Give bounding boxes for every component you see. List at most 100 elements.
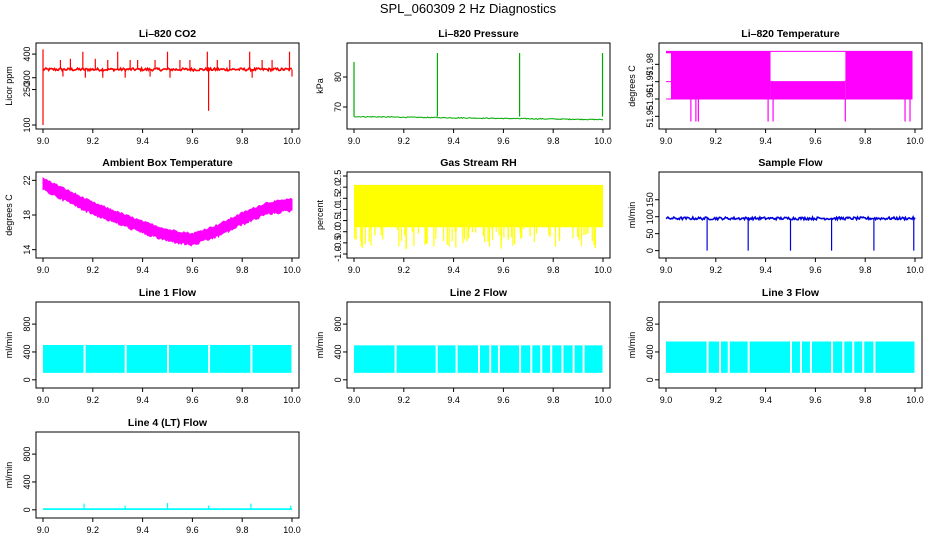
x-tick-label: 9.6 — [809, 265, 822, 275]
y-tick-label: 400 — [22, 344, 32, 359]
series-line4 — [43, 502, 292, 511]
x-tick-label: 9.4 — [447, 136, 460, 146]
panel-title: Gas Stream RH — [440, 157, 516, 169]
y-tick-label: 0.0 — [333, 225, 343, 238]
y-tick-label: 1.0 — [333, 203, 343, 216]
x-tick-label: 9.6 — [809, 136, 822, 146]
x-tick-label: 9.0 — [348, 265, 361, 275]
y-tick-label: 0 — [645, 377, 655, 382]
y-tick-label: 400 — [333, 344, 343, 359]
x-tick-label: 9.6 — [186, 525, 199, 535]
y-axis-label: ml/min — [4, 462, 14, 489]
y-tick-label: 400 — [645, 344, 655, 359]
y-axis-label: ml/min — [627, 332, 637, 359]
x-tick-label: 9.2 — [87, 136, 100, 146]
dense-band — [666, 51, 671, 54]
y-tick-label: 1.5 — [333, 192, 343, 205]
flow-band — [480, 345, 490, 373]
panel-title: Li–820 Pressure — [438, 28, 519, 40]
x-tick-label: 9.2 — [398, 265, 411, 275]
flow-band — [584, 345, 603, 373]
flow-band — [875, 341, 915, 373]
noise-band — [42, 177, 293, 247]
panel-title: Line 4 (LT) Flow — [128, 417, 208, 429]
panel-line2: Line 2 Flow 9.0 9.2 9.4 9.6 9.8 10.0 0 400 800 ml/… — [315, 287, 612, 405]
x-tick-label: 9.4 — [136, 395, 149, 405]
flow-band — [854, 341, 863, 373]
y-tick-label: 22 — [22, 175, 32, 185]
x-tick-label: 9.2 — [398, 395, 411, 405]
x-tick-label: 9.4 — [759, 136, 772, 146]
x-tick-label: 9.8 — [547, 136, 560, 146]
flow-band — [126, 345, 167, 373]
y-tick-label: 400 — [22, 474, 32, 489]
panel-line3: Line 3 Flow 9.0 9.2 9.4 9.6 9.8 10.0 0 400 800 ml/… — [627, 287, 924, 405]
flow-band — [729, 341, 748, 373]
x-tick-label: 9.8 — [236, 265, 249, 275]
x-tick-label: 9.0 — [37, 265, 50, 275]
x-tick-label: 9.6 — [186, 395, 199, 405]
x-tick-label: 9.2 — [398, 136, 411, 146]
flow-band — [457, 345, 478, 373]
x-tick-label: 9.4 — [759, 265, 772, 275]
y-tick-label: 18 — [22, 210, 32, 220]
x-tick-label: 9.2 — [87, 265, 100, 275]
panel-title: Ambient Box Temperature — [102, 157, 233, 169]
flow-band — [708, 341, 720, 373]
y-axis-label: ml/min — [315, 332, 325, 359]
y-tick-label: 100 — [645, 209, 655, 224]
series-line3 — [666, 341, 915, 373]
flow-band — [499, 345, 520, 373]
flow-band — [792, 341, 800, 373]
y-tick-label: 100 — [22, 117, 32, 132]
panel-licor-temp: Li–820 Temperature 9.0 9.2 9.4 9.6 9.8 10.0 51.… — [627, 28, 924, 146]
y-tick-label: 800 — [333, 317, 343, 332]
flow-band — [574, 345, 583, 373]
x-tick-label: 10.0 — [594, 395, 612, 405]
y-tick-label: 2.5 — [333, 170, 343, 183]
y-tick-label: 51.95 — [645, 105, 655, 128]
flow-band — [521, 345, 531, 373]
x-tick-label: 9.0 — [37, 395, 50, 405]
x-tick-label: 10.0 — [283, 525, 301, 535]
x-tick-label: 9.8 — [236, 136, 249, 146]
panel-pressure: Li–820 Pressure 9.0 9.2 9.4 9.6 9.8 10.0 70 80 kP… — [315, 28, 612, 146]
panel-title: Li–820 CO2 — [139, 28, 196, 40]
series-co2 — [42, 49, 293, 125]
y-axis-label: Licor ppm — [4, 66, 14, 106]
x-tick-label: 10.0 — [594, 265, 612, 275]
y-tick-label: 0 — [22, 377, 32, 382]
x-tick-label: 9.6 — [186, 265, 199, 275]
flow-band — [169, 345, 209, 373]
x-tick-label: 9.0 — [348, 136, 361, 146]
x-tick-label: 9.8 — [547, 395, 560, 405]
y-axis-label: degrees C — [627, 65, 637, 107]
x-tick-label: 10.0 — [906, 136, 924, 146]
panel-title: Sample Flow — [758, 157, 823, 169]
x-tick-label: 9.2 — [87, 525, 100, 535]
flow-band — [864, 341, 874, 373]
flow-band — [437, 345, 456, 373]
flow-band — [85, 345, 125, 373]
flow-band — [532, 345, 541, 373]
panel-title: Li–820 Temperature — [741, 28, 840, 40]
y-tick-label: 51.97 — [645, 70, 655, 93]
figure-title: SPL_060309 2 Hz Diagnostics — [379, 1, 557, 16]
panel-title: Line 1 Flow — [139, 287, 197, 299]
y-tick-label: 0 — [333, 377, 343, 382]
y-tick-label: 80 — [333, 72, 343, 82]
x-tick-label: 9.0 — [37, 525, 50, 535]
series-rh — [354, 184, 603, 249]
y-tick-label: 70 — [333, 102, 343, 112]
y-axis-label: percent — [315, 199, 325, 230]
series-line1 — [43, 345, 292, 373]
flow-band — [721, 341, 728, 373]
panel-box-temp: Ambient Box Temperature 9.0 9.2 9.4 9.6 9.8 10… — [4, 157, 301, 275]
x-tick-label: 9.8 — [236, 395, 249, 405]
series-box-temp — [42, 177, 293, 247]
flow-band — [396, 345, 436, 373]
y-tick-label: 800 — [22, 447, 32, 462]
x-tick-label: 9.2 — [710, 395, 723, 405]
noise-band — [354, 184, 603, 228]
